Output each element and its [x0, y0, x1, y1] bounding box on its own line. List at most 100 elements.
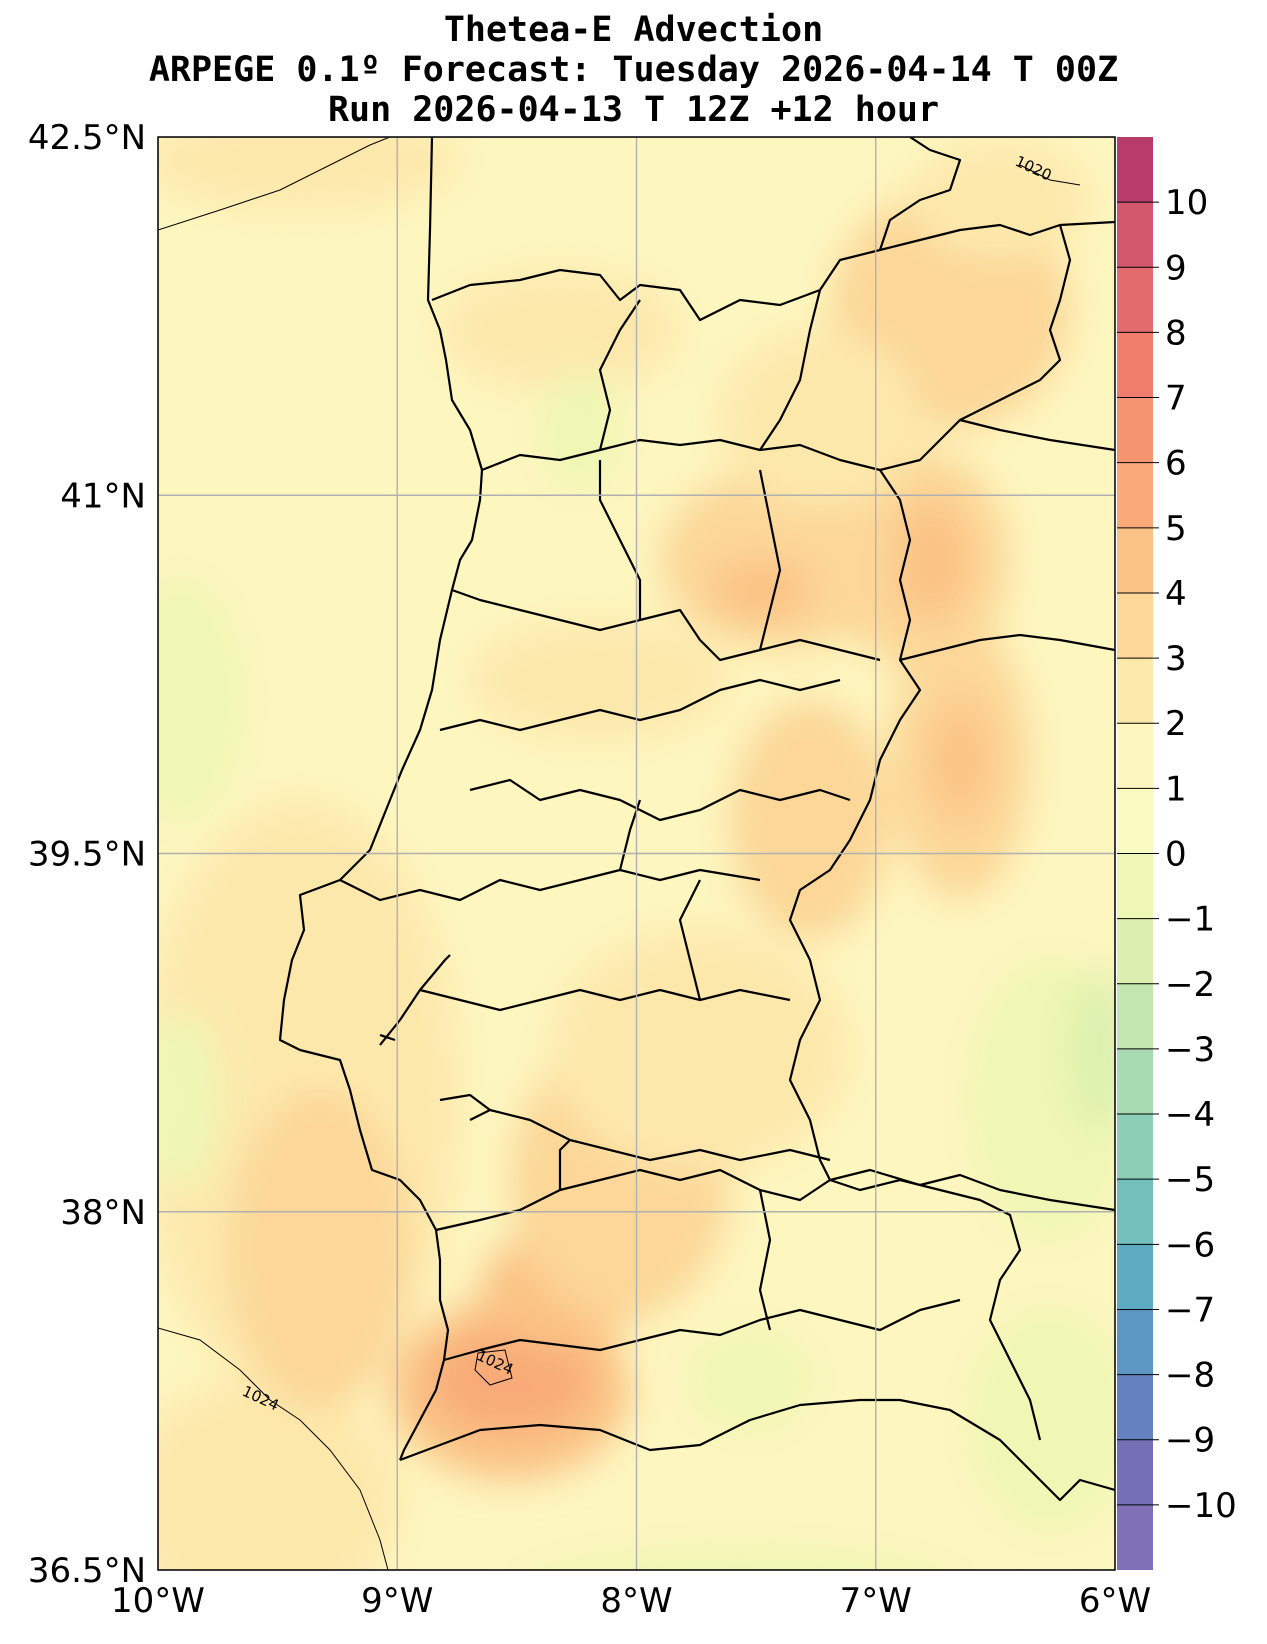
- field-region-warm1: [470, 620, 730, 740]
- colorbar-tick-label: 5: [1165, 509, 1187, 549]
- x-tick-label: 9°W: [361, 1581, 433, 1621]
- pressure-contour-north: [158, 137, 391, 231]
- field-region-warm4: [430, 1330, 590, 1430]
- colorbar-segment: [1117, 1179, 1153, 1245]
- border-east-spain: [959, 224, 1072, 421]
- colorbar-tick-label: 6: [1165, 444, 1187, 484]
- colorbar-segment: [1117, 397, 1153, 463]
- pressure-contour-small-ring: [474, 1349, 513, 1386]
- y-axis-tick-labels: 42.5°N 41°N 39.5°N 38°N 36.5°N: [28, 118, 146, 1591]
- field-region-warm3: [930, 700, 990, 820]
- y-tick-label: 38°N: [60, 1193, 146, 1233]
- field-region-cool1: [158, 580, 240, 820]
- colorbar-segment: [1117, 853, 1153, 919]
- district-border-algarve: [443, 1298, 961, 1362]
- border-north-minho: [431, 220, 1115, 322]
- pressure-contour-south: [158, 1327, 389, 1570]
- colorbar-segment: [1117, 1114, 1153, 1180]
- field-region-cool1: [158, 1010, 220, 1190]
- field-region-cool1: [549, 1550, 931, 1570]
- colorbar-segment: [1117, 137, 1153, 203]
- pressure-contour-ne: [1019, 164, 1081, 186]
- field-region-cool1: [690, 1330, 810, 1430]
- colorbar-tick-label: 7: [1165, 379, 1187, 419]
- colorbar-segment: [1117, 1244, 1153, 1310]
- x-tick-label: 6°W: [1079, 1581, 1151, 1621]
- field-region-cool1: [970, 1310, 1115, 1530]
- border-douro-north: [481, 418, 1115, 472]
- colorbar-tick-label: −4: [1165, 1095, 1215, 1135]
- district-border-6: [489, 1108, 831, 1162]
- y-tick-label: 41°N: [60, 476, 146, 516]
- y-tick-label: 42.5°N: [28, 118, 146, 158]
- x-axis-tick-labels: 10°W 9°W 8°W 7°W 6°W: [111, 1581, 1151, 1621]
- field-region-cool1: [540, 370, 620, 490]
- colorbar-segment: [1117, 267, 1153, 333]
- colorbar-tick-label: −7: [1165, 1290, 1215, 1330]
- x-tick-label: 10°W: [111, 1581, 205, 1621]
- district-border-5: [419, 988, 791, 1012]
- y-tick-label: 36.5°N: [28, 1551, 146, 1591]
- border-galicia: [878, 137, 962, 251]
- title-line-3: Run 2026-04-13 T 12Z +12 hour: [327, 90, 940, 130]
- district-border-9: [598, 460, 782, 651]
- colorbar-segment: [1117, 1439, 1153, 1505]
- district-border-2: [439, 678, 841, 732]
- field-region-warm1: [440, 270, 680, 390]
- field-region-warm1: [910, 140, 1090, 260]
- district-border-4: [339, 868, 761, 902]
- colorbar-tick-label: −9: [1165, 1421, 1215, 1461]
- district-border-3: [469, 778, 851, 822]
- coastline-west: [278, 137, 484, 1461]
- colorbar-tick-label: −8: [1165, 1356, 1215, 1396]
- border-spain-central: [899, 633, 1115, 662]
- coastline-and-borders: [278, 137, 1115, 1502]
- field-region-warm1: [158, 137, 460, 210]
- colorbar-tick-label: −6: [1165, 1225, 1215, 1265]
- colorbar-tick-label: 0: [1165, 835, 1187, 875]
- field-region-cool2: [1070, 970, 1115, 1130]
- district-border-1: [451, 588, 881, 662]
- colorbar-tick-label: −1: [1165, 900, 1215, 940]
- advection-field: [158, 137, 1115, 1570]
- field-region-warm1: [720, 330, 920, 510]
- colorbar-tick-label: 2: [1165, 704, 1187, 744]
- colorbar-segment: [1117, 202, 1153, 268]
- coastline-south: [399, 1398, 1115, 1502]
- field-region-warm2: [230, 1090, 410, 1410]
- colorbar-segment: [1117, 983, 1153, 1049]
- colorbar-segment: [1117, 1309, 1153, 1375]
- district-border-11: [558, 1139, 772, 1331]
- colorbar-tick-label: 4: [1165, 574, 1187, 614]
- border-east-river: [788, 469, 922, 1181]
- colorbar-segment: [1117, 658, 1153, 724]
- colorbar-tick-label: 9: [1165, 248, 1187, 288]
- colorbar-tick-label: −5: [1165, 1160, 1215, 1200]
- field-region-warm2: [730, 700, 890, 940]
- gridlines: [158, 137, 1115, 1570]
- district-border-7: [435, 1168, 831, 1232]
- plot-frame: [157, 136, 1116, 1571]
- colorbar-segment: [1117, 788, 1153, 854]
- colorbar-tick-label: 3: [1165, 639, 1187, 679]
- x-tick-label: 8°W: [600, 1581, 672, 1621]
- colorbar-segment: [1117, 332, 1153, 398]
- y-tick-label: 39.5°N: [28, 835, 146, 875]
- colorbar-segment: [1117, 723, 1153, 789]
- colorbar-tick-label: 10: [1165, 183, 1208, 223]
- colorbar-tick-label: −10: [1165, 1486, 1237, 1526]
- x-tick-label: 7°W: [840, 1581, 912, 1621]
- border-spain-south: [829, 1168, 1115, 1212]
- colorbar-segment: [1117, 1374, 1153, 1440]
- district-border-8: [598, 289, 822, 451]
- colorbar-segment: [1117, 527, 1153, 593]
- field-region-warm1: [158, 1380, 400, 1570]
- colorbar-tick-label: −2: [1165, 965, 1215, 1005]
- title-line-1: Thetea-E Advection: [443, 10, 824, 50]
- colorbar-segment: [1117, 1504, 1153, 1570]
- colorbar-tick-label: 8: [1165, 313, 1187, 353]
- border-alentejo-east: [829, 1178, 1042, 1441]
